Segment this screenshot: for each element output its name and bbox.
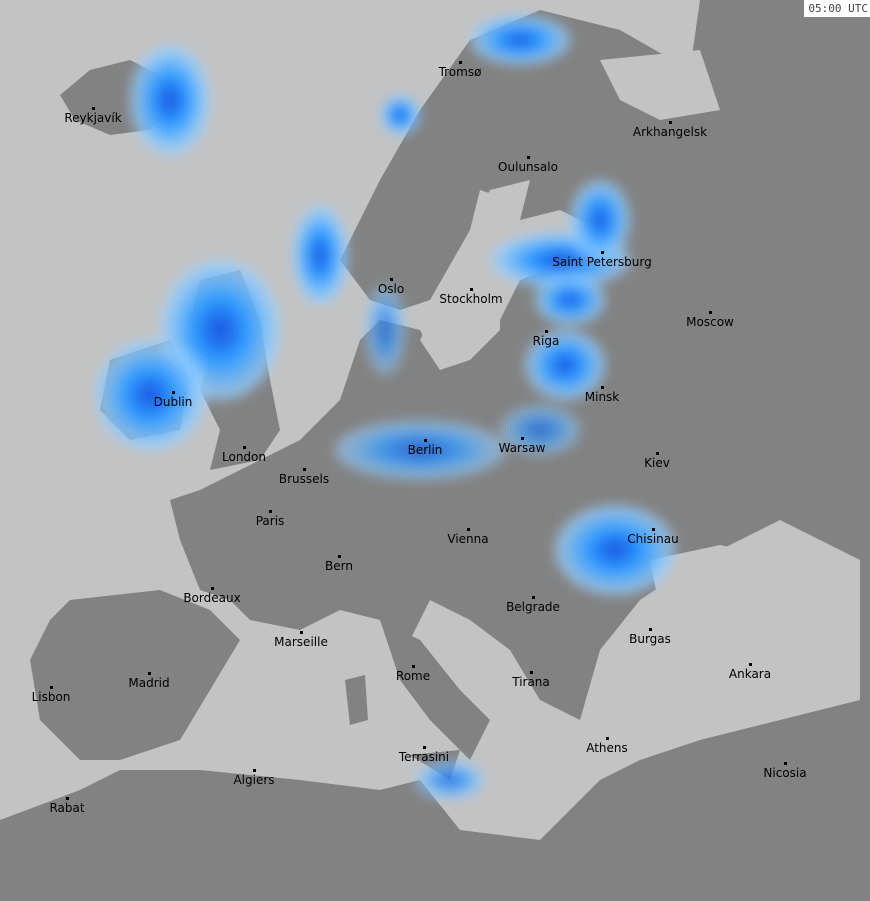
- timestamp: 05:00 UTC: [804, 0, 870, 17]
- city-label: Arkhangelsk: [632, 125, 708, 139]
- city-dot: [530, 671, 533, 674]
- city-dot: [172, 391, 175, 394]
- city-dot: [338, 555, 341, 558]
- city-dot: [423, 746, 426, 749]
- radar-echoes: [95, 15, 675, 800]
- city-dot: [412, 665, 415, 668]
- city-dot: [606, 737, 609, 740]
- city-dot: [709, 311, 712, 314]
- iberia: [30, 590, 240, 760]
- city-dot: [211, 587, 214, 590]
- city-dot: [545, 330, 548, 333]
- city-label: Moscow: [686, 315, 734, 329]
- city-dot: [66, 797, 69, 800]
- city-dot: [532, 596, 535, 599]
- city-label: Chisinau: [627, 532, 679, 546]
- city-label: Lisbon: [31, 690, 71, 704]
- city-label: Vienna: [447, 532, 489, 546]
- city-dot: [527, 156, 530, 159]
- city-label: Dublin: [153, 395, 193, 409]
- city-dot: [300, 631, 303, 634]
- city-dot: [656, 452, 659, 455]
- city-label: Belgrade: [506, 600, 560, 614]
- city-label: Oslo: [377, 282, 405, 296]
- city-label: Oulunsalo: [498, 160, 558, 174]
- city-dot: [749, 663, 752, 666]
- city-dot: [243, 446, 246, 449]
- city-label: Rabat: [49, 801, 85, 815]
- city-dot: [601, 251, 604, 254]
- city-dot: [467, 528, 470, 531]
- city-label: Berlin: [407, 443, 443, 457]
- black-sea: [650, 545, 850, 650]
- city-label: Algiers: [233, 773, 275, 787]
- city-label: Stockholm: [439, 292, 503, 306]
- city-dot: [459, 61, 462, 64]
- city-label: Rome: [395, 669, 431, 683]
- city-dot: [669, 121, 672, 124]
- city-label: Marseille: [274, 635, 328, 649]
- city-label: London: [222, 450, 266, 464]
- city-label: Athens: [586, 741, 628, 755]
- city-dot: [148, 672, 151, 675]
- city-dot: [269, 510, 272, 513]
- city-dot: [521, 437, 524, 440]
- city-label: Tromsø: [438, 65, 482, 79]
- city-label: Riga: [532, 334, 560, 348]
- city-dot: [652, 528, 655, 531]
- city-dot: [50, 686, 53, 689]
- city-dot: [470, 288, 473, 291]
- africa: [0, 770, 620, 901]
- city-label: Saint Petersburg: [552, 255, 652, 269]
- city-dot: [303, 468, 306, 471]
- city-label: Ankara: [728, 667, 772, 681]
- city-dot: [601, 386, 604, 389]
- city-label: Tirana: [512, 675, 550, 689]
- city-label: Minsk: [584, 390, 620, 404]
- city-label: Warsaw: [498, 441, 546, 455]
- city-dot: [390, 278, 393, 281]
- city-dot: [784, 762, 787, 765]
- city-label: Bern: [325, 559, 353, 573]
- city-label: Burgas: [629, 632, 671, 646]
- italy: [380, 620, 490, 760]
- city-dot: [424, 439, 427, 442]
- white-sea: [600, 50, 720, 120]
- city-label: Paris: [255, 514, 285, 528]
- city-label: Kiev: [644, 456, 670, 470]
- city-dot: [649, 628, 652, 631]
- city-dot: [253, 769, 256, 772]
- city-label: Madrid: [128, 676, 170, 690]
- sardinia: [345, 675, 368, 725]
- city-dot: [92, 107, 95, 110]
- city-label: Bordeaux: [183, 591, 241, 605]
- city-label: Nicosia: [763, 766, 807, 780]
- city-label: Terrasini: [398, 750, 450, 764]
- city-label: Brussels: [278, 472, 330, 486]
- city-label: Reykjavík: [64, 111, 122, 125]
